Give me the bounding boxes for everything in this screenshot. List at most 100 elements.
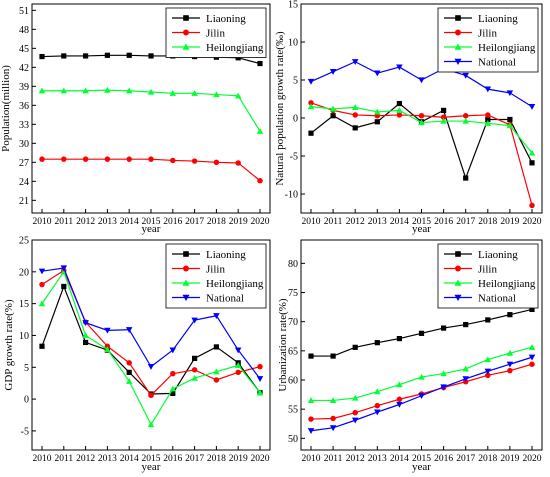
data-point — [462, 112, 469, 119]
data-point — [170, 390, 176, 396]
series-line — [42, 158, 261, 182]
legend: Liaoning Jilin Heilongjiang National — [437, 243, 539, 309]
legend-marker — [183, 29, 189, 36]
x-tick-label: 2018 — [478, 454, 497, 464]
data-point — [352, 409, 358, 416]
x-tick-label: 2017 — [185, 217, 204, 227]
legend-label: Jilin — [206, 28, 225, 40]
data-point — [528, 344, 536, 350]
data-point — [213, 159, 220, 166]
data-point — [329, 425, 337, 432]
data-point — [308, 130, 314, 136]
y-axis-label: Population(million) — [0, 65, 12, 152]
data-point — [256, 389, 264, 396]
data-point — [235, 160, 241, 166]
x-tick-label: 2012 — [346, 454, 365, 464]
x-tick-label: 2011 — [324, 217, 343, 227]
data-point — [396, 64, 403, 71]
x-tick-label: 2013 — [98, 217, 117, 227]
legend: Liaoning Jilin Heilongjiang National — [437, 7, 539, 73]
data-point — [351, 394, 359, 401]
data-point — [484, 356, 492, 363]
data-point — [82, 87, 89, 94]
data-point — [104, 156, 111, 162]
y-tick-label: 0 — [293, 114, 298, 125]
data-point — [374, 70, 381, 77]
data-point — [147, 364, 155, 370]
data-point — [82, 156, 89, 162]
x-tick-label: 2020 — [523, 217, 542, 227]
legend-marker — [182, 43, 190, 50]
x-tick-label: 2012 — [76, 454, 95, 464]
legend-label: Liaoning — [206, 13, 246, 25]
legend: Liaoning Jilin Heilongjiang National — [165, 243, 267, 309]
y-tick-label: 21 — [19, 196, 29, 207]
data-point — [396, 401, 403, 408]
x-tick-label: 2016 — [163, 217, 182, 227]
y-tick-label: 27 — [19, 158, 29, 169]
data-point — [462, 376, 469, 383]
legend-label: Liaoning — [478, 13, 518, 25]
data-point — [507, 367, 513, 374]
data-point — [352, 112, 358, 118]
data-point — [506, 349, 514, 356]
y-tick-label: 36 — [19, 101, 29, 112]
x-tick-label: 2018 — [478, 217, 497, 227]
data-point — [169, 385, 177, 392]
data-point — [125, 87, 133, 94]
data-point — [330, 113, 336, 119]
data-point — [191, 90, 198, 96]
data-point — [308, 353, 314, 359]
x-tick-label: 2010 — [33, 217, 52, 227]
x-tick-label: 2014 — [390, 217, 409, 227]
data-point — [257, 363, 263, 370]
y-tick-label: -10 — [285, 190, 298, 201]
y-tick-label: 55 — [288, 405, 298, 416]
y-tick-label: 5 — [293, 76, 298, 87]
x-tick-label: 2013 — [368, 217, 387, 227]
x-tick-label: 2019 — [500, 217, 519, 227]
y-axis-label: Natural population growth rate(‰) — [274, 31, 286, 186]
data-point — [396, 396, 403, 402]
data-point — [352, 344, 358, 350]
data-point — [257, 60, 263, 67]
legend-label: Liaoning — [206, 249, 246, 261]
data-point — [374, 119, 380, 125]
data-point — [82, 332, 89, 339]
data-point — [374, 409, 381, 416]
data-point — [126, 369, 132, 375]
data-point — [396, 107, 403, 113]
data-point — [104, 327, 111, 334]
data-point — [484, 86, 492, 93]
x-axis-label: year — [142, 461, 161, 473]
x-tick-label: 2010 — [33, 454, 52, 464]
y-tick-label: 33 — [19, 120, 29, 131]
data-point — [396, 112, 403, 118]
data-point — [191, 317, 198, 324]
y-tick-label: 50 — [288, 434, 298, 445]
data-point — [374, 388, 381, 395]
data-point — [484, 368, 492, 375]
data-point — [170, 157, 176, 164]
legend-marker — [183, 251, 189, 257]
data-point — [507, 312, 513, 318]
data-point — [191, 367, 198, 373]
x-tick-label: 2015 — [142, 454, 161, 464]
x-tick-label: 2014 — [390, 454, 409, 464]
data-point — [213, 313, 220, 319]
data-point — [330, 353, 336, 359]
data-point — [148, 392, 154, 399]
data-point — [529, 202, 535, 209]
data-point — [213, 91, 220, 98]
data-point — [441, 107, 447, 113]
data-point — [485, 112, 491, 118]
y-tick-label: 24 — [19, 177, 29, 188]
data-point — [125, 378, 133, 384]
x-tick-label: 2014 — [120, 217, 139, 227]
y-tick-label: 65 — [288, 346, 298, 357]
legend-label: National — [206, 293, 244, 305]
chart-panel-4: 2010 2011 2012 2013 2014 2015 2016 2017 2018 2019… — [277, 239, 543, 473]
data-point — [352, 125, 358, 131]
x-tick-label: 2017 — [185, 454, 204, 464]
data-point — [485, 116, 491, 123]
